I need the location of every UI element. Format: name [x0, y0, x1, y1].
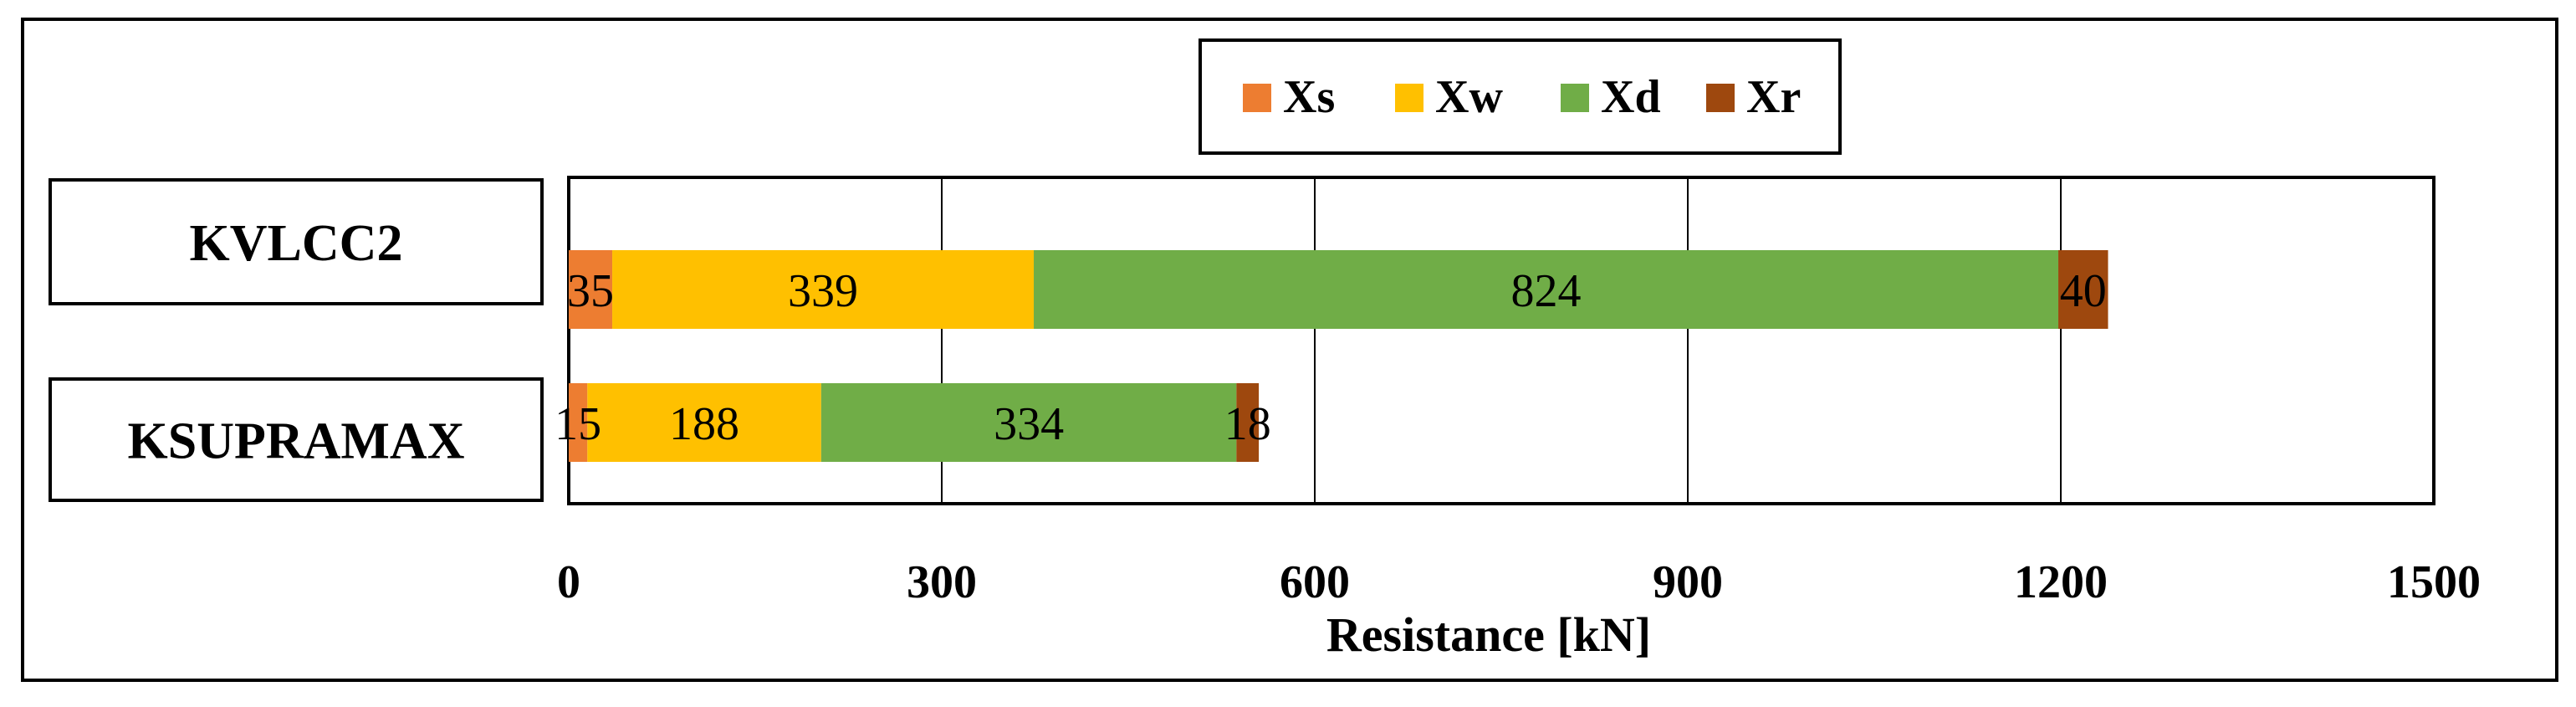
x-tick-label: 1500 — [2387, 556, 2481, 608]
bar-segment-xd-ksupramax — [820, 383, 1237, 462]
data-label: 824 — [1511, 265, 1582, 317]
bar-segment-xd-kvlcc2 — [1034, 250, 2059, 329]
data-label: 18 — [1224, 398, 1271, 450]
bar-segment-xs-ksupramax — [569, 383, 588, 462]
x-axis: 0 300 600 900 1200 1500 Resistance [kN] — [557, 556, 2481, 662]
x-tick-label: 1200 — [2014, 556, 2108, 608]
legend-label: Xs — [1283, 71, 1335, 123]
category-label: KSUPRAMAX — [128, 413, 465, 470]
data-label: 40 — [2060, 265, 2107, 317]
category-label-box — [49, 178, 544, 305]
x-axis-title: Resistance [kN] — [1326, 607, 1651, 662]
category-label: KVLCC2 — [190, 215, 403, 272]
data-label: 15 — [555, 398, 601, 450]
data-label: 334 — [994, 398, 1064, 450]
legend: Xs Xw Xd Xr — [1199, 38, 1842, 155]
plot-area: 35 339 824 40 15 188 334 18 — [555, 176, 2435, 505]
bar-segment-xr-kvlcc2 — [2058, 250, 2108, 329]
x-tick-label: 300 — [907, 556, 977, 608]
category-label-box — [49, 377, 544, 502]
bar-segment-xr-ksupramax — [1236, 383, 1260, 462]
x-tick-label: 600 — [1280, 556, 1350, 608]
bar-segment-xw-kvlcc2 — [612, 250, 1035, 329]
bar-segment-xs-kvlcc2 — [569, 250, 613, 329]
x-tick-label: 900 — [1653, 556, 1723, 608]
legend-swatch-xs — [1243, 84, 1271, 112]
legend-label: Xd — [1601, 71, 1661, 123]
legend-label: Xr — [1746, 71, 1801, 123]
legend-label: Xw — [1435, 71, 1503, 123]
legend-swatch-xw — [1395, 84, 1423, 112]
legend-swatch-xd — [1561, 84, 1589, 112]
data-label: 35 — [567, 265, 614, 317]
x-tick-label: 0 — [557, 556, 580, 608]
data-label: 188 — [669, 398, 739, 450]
bar-segment-xw-ksupramax — [587, 383, 821, 462]
category-labels: KVLCC2 KSUPRAMAX — [49, 178, 544, 502]
data-label: 339 — [788, 265, 858, 317]
legend-swatch-xr — [1706, 84, 1735, 112]
